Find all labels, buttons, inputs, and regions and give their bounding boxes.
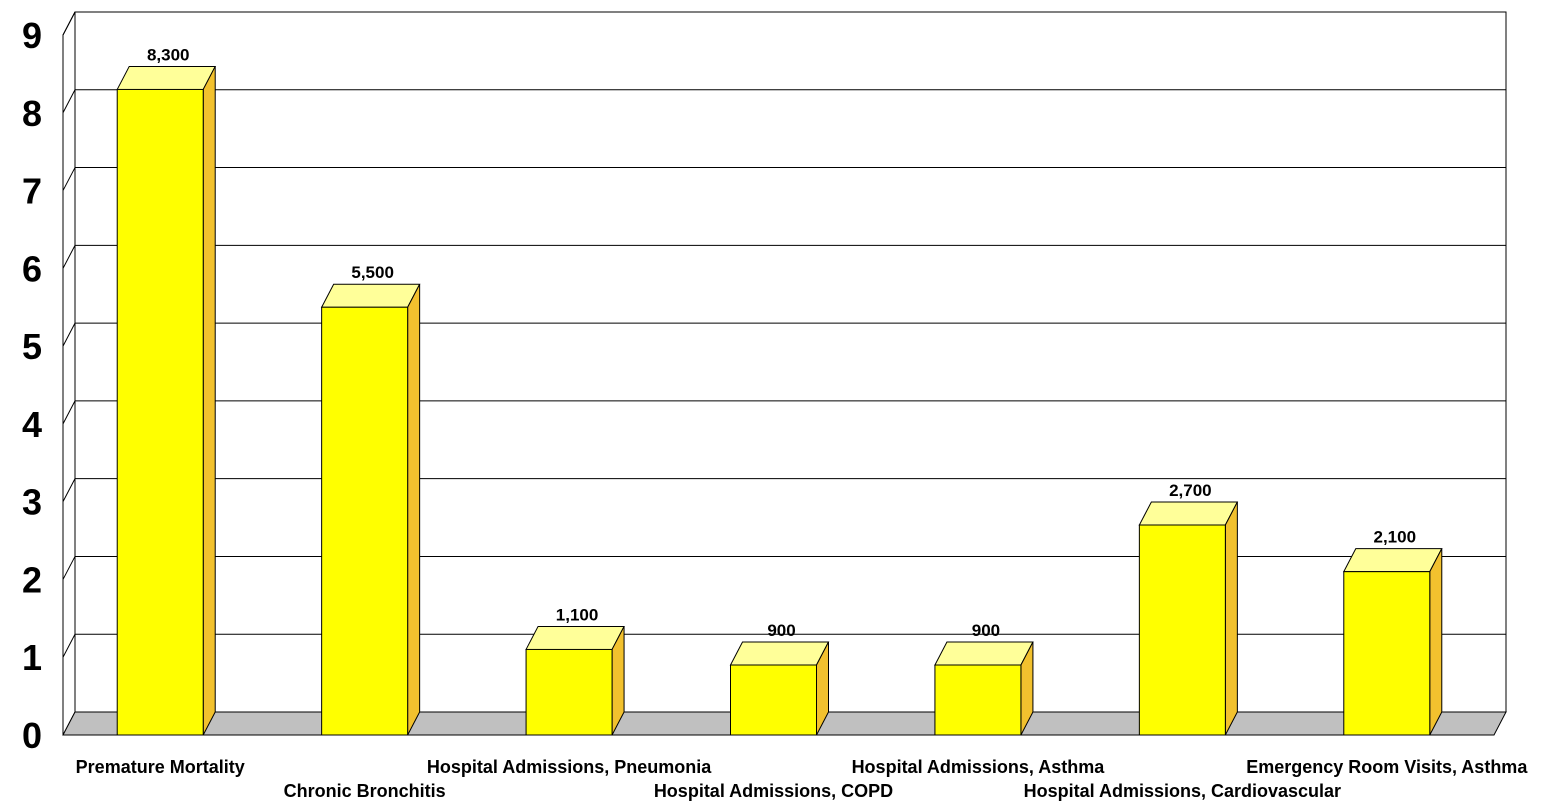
bar-front — [321, 306, 409, 736]
category-label: Hospital Admissions, Asthma — [852, 757, 1106, 777]
bar — [525, 625, 625, 736]
gridline-side — [62, 400, 76, 425]
category-labels: Premature Mortality Chronic Bronchitis Hos… — [76, 757, 1529, 801]
bar — [729, 641, 830, 736]
category-label: Hospital Admissions, Cardiovascular — [1024, 781, 1341, 801]
bar-front — [1343, 571, 1431, 736]
y-tick-label: 9 — [22, 15, 42, 56]
side-wall — [62, 11, 76, 736]
data-label: 1,100 — [556, 605, 599, 624]
y-tick-label: 5 — [22, 326, 42, 367]
gridline-side — [62, 478, 76, 502]
gridline-side — [62, 11, 76, 36]
gridline-side — [62, 89, 76, 114]
gridline-side — [62, 322, 76, 347]
bar-side — [1224, 501, 1238, 736]
gridline-side — [62, 556, 76, 580]
bar-side — [1429, 548, 1443, 736]
bar-front — [934, 664, 1022, 736]
bar-front — [730, 664, 817, 736]
gridline-side — [62, 245, 76, 269]
bar-front — [116, 88, 204, 736]
bar — [116, 65, 217, 736]
bar-top — [320, 283, 421, 308]
bar — [934, 641, 1034, 736]
bar-top — [116, 65, 217, 90]
back-wall — [74, 11, 1507, 713]
category-label: Chronic Bronchitis — [284, 781, 446, 801]
bar — [320, 283, 421, 736]
data-label: 2,700 — [1169, 481, 1212, 500]
category-label: Hospital Admissions, Pneumonia — [427, 757, 712, 777]
bar-front — [1138, 524, 1226, 736]
bar-side — [202, 66, 216, 736]
bars — [116, 65, 1443, 736]
bar-top — [729, 641, 830, 666]
data-label: 8,300 — [147, 45, 190, 64]
category-label: Premature Mortality — [76, 757, 245, 777]
data-label: 2,100 — [1374, 528, 1417, 547]
y-tick-label: 1 — [22, 637, 42, 678]
data-label: 900 — [972, 621, 1000, 640]
gridlines — [62, 11, 1506, 658]
gridline-side — [62, 633, 76, 658]
bar-side — [407, 283, 421, 736]
category-label: Hospital Admissions, COPD — [654, 781, 893, 801]
bar-top — [1138, 501, 1239, 526]
category-label: Emergency Room Visits, Asthma — [1246, 757, 1528, 777]
y-tick-label: 6 — [22, 248, 42, 289]
y-tick-label: 7 — [22, 171, 42, 212]
y-axis-ticks: 0 1 2 3 4 5 6 7 8 9 — [22, 15, 42, 756]
bar-top — [525, 625, 625, 650]
bar-front — [525, 648, 613, 736]
bar-top — [1342, 548, 1443, 573]
bar — [1342, 548, 1443, 736]
data-label: 5,500 — [351, 263, 394, 282]
bar — [1138, 501, 1239, 736]
y-tick-label: 0 — [22, 715, 42, 756]
y-tick-label: 4 — [22, 404, 42, 445]
bar-top — [934, 641, 1034, 666]
gridline-side — [62, 167, 76, 191]
data-label: 900 — [767, 621, 795, 640]
y-tick-label: 8 — [22, 93, 42, 134]
data-labels: 8,300 5,500 1,100 900 900 2,700 2,100 — [147, 45, 1416, 640]
y-tick-label: 3 — [22, 482, 42, 523]
y-tick-label: 2 — [22, 559, 42, 600]
